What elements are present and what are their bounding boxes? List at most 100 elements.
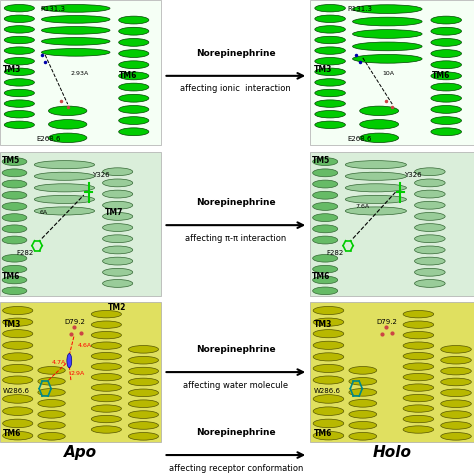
Text: TM2: TM2 <box>108 303 127 312</box>
Ellipse shape <box>38 377 65 385</box>
Text: TM3: TM3 <box>3 320 22 329</box>
Ellipse shape <box>313 307 344 315</box>
Ellipse shape <box>313 353 344 361</box>
Ellipse shape <box>345 184 407 192</box>
Ellipse shape <box>353 29 422 38</box>
Ellipse shape <box>415 179 445 187</box>
Ellipse shape <box>118 50 149 57</box>
Text: R131.3: R131.3 <box>347 6 372 12</box>
Text: E268.6: E268.6 <box>36 136 61 142</box>
Ellipse shape <box>441 367 471 375</box>
Ellipse shape <box>415 280 445 287</box>
Ellipse shape <box>441 422 471 429</box>
Text: Norepinephrine: Norepinephrine <box>196 345 275 354</box>
Ellipse shape <box>2 202 27 210</box>
Ellipse shape <box>42 27 110 34</box>
Ellipse shape <box>128 400 158 408</box>
Ellipse shape <box>441 378 471 386</box>
Text: 10A: 10A <box>383 71 394 76</box>
Ellipse shape <box>313 329 344 338</box>
Ellipse shape <box>128 346 158 353</box>
Ellipse shape <box>2 191 27 199</box>
Ellipse shape <box>349 400 377 407</box>
Text: TM6: TM6 <box>1 272 20 281</box>
Ellipse shape <box>3 353 33 361</box>
Ellipse shape <box>315 121 346 128</box>
Ellipse shape <box>3 365 33 373</box>
Ellipse shape <box>102 168 133 176</box>
Ellipse shape <box>315 15 346 22</box>
Ellipse shape <box>403 384 434 391</box>
Ellipse shape <box>4 26 35 33</box>
Ellipse shape <box>34 195 95 203</box>
Ellipse shape <box>118 94 149 102</box>
Ellipse shape <box>128 367 158 375</box>
FancyBboxPatch shape <box>310 152 474 296</box>
Ellipse shape <box>2 225 27 233</box>
Text: 2.93A: 2.93A <box>71 71 89 76</box>
Ellipse shape <box>4 110 35 118</box>
Ellipse shape <box>102 280 133 287</box>
Ellipse shape <box>313 407 344 416</box>
Text: E268.6: E268.6 <box>347 136 372 142</box>
Ellipse shape <box>431 117 462 125</box>
Text: Apo: Apo <box>64 445 97 460</box>
Ellipse shape <box>4 89 35 97</box>
Ellipse shape <box>102 246 133 254</box>
Text: Y326: Y326 <box>404 172 421 178</box>
Ellipse shape <box>91 353 121 360</box>
Ellipse shape <box>3 376 33 384</box>
Ellipse shape <box>403 374 434 381</box>
Text: Norepinephrine: Norepinephrine <box>196 198 275 207</box>
FancyBboxPatch shape <box>0 152 161 296</box>
FancyBboxPatch shape <box>310 0 474 145</box>
Ellipse shape <box>38 366 65 374</box>
Ellipse shape <box>91 384 121 391</box>
Ellipse shape <box>3 307 33 315</box>
Ellipse shape <box>2 214 27 221</box>
Ellipse shape <box>360 106 399 116</box>
Text: TM7: TM7 <box>105 208 123 217</box>
Ellipse shape <box>315 36 346 44</box>
Ellipse shape <box>118 61 149 69</box>
Ellipse shape <box>313 225 337 233</box>
Ellipse shape <box>349 432 377 440</box>
Ellipse shape <box>4 47 35 55</box>
Text: TM3: TM3 <box>314 320 332 329</box>
Text: Y326: Y326 <box>92 172 109 178</box>
FancyBboxPatch shape <box>310 302 474 442</box>
Ellipse shape <box>431 83 462 91</box>
Ellipse shape <box>360 133 399 143</box>
Ellipse shape <box>34 184 95 192</box>
Ellipse shape <box>2 265 27 273</box>
Text: 4.7A: 4.7A <box>52 360 66 365</box>
FancyBboxPatch shape <box>0 0 161 145</box>
Text: F282: F282 <box>327 250 344 256</box>
Ellipse shape <box>42 5 110 12</box>
Ellipse shape <box>313 158 337 165</box>
Ellipse shape <box>48 119 87 129</box>
Ellipse shape <box>128 378 158 386</box>
Ellipse shape <box>34 172 95 180</box>
Ellipse shape <box>4 79 35 86</box>
Ellipse shape <box>4 100 35 107</box>
Ellipse shape <box>91 394 121 402</box>
Ellipse shape <box>2 276 27 284</box>
Ellipse shape <box>415 212 445 220</box>
Text: affecting receptor conformation: affecting receptor conformation <box>169 464 303 473</box>
Ellipse shape <box>118 106 149 113</box>
Text: R131.3: R131.3 <box>41 6 66 12</box>
Ellipse shape <box>353 55 422 63</box>
Text: affecting π-π interaction: affecting π-π interaction <box>185 234 286 243</box>
Ellipse shape <box>315 26 346 33</box>
Ellipse shape <box>91 426 121 433</box>
Ellipse shape <box>431 16 462 24</box>
Ellipse shape <box>313 365 344 373</box>
Ellipse shape <box>403 310 434 318</box>
Ellipse shape <box>315 79 346 86</box>
Ellipse shape <box>315 110 346 118</box>
Ellipse shape <box>102 212 133 220</box>
Ellipse shape <box>38 421 65 429</box>
Ellipse shape <box>118 72 149 80</box>
Text: TM6: TM6 <box>119 71 137 80</box>
